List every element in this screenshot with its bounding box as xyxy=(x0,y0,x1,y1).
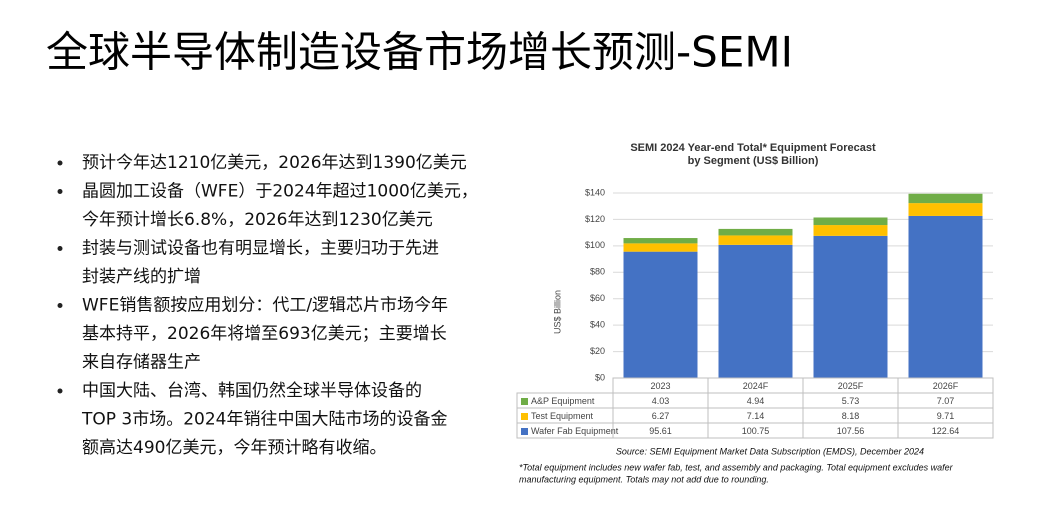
bullet-text: 封装与测试设备也有明显增长，主要归功于先进 xyxy=(82,239,439,259)
bullet-text: 晶圆加工设备（WFE）于2024年超过1000亿美元， xyxy=(82,182,478,202)
bar-segment xyxy=(718,244,793,378)
y-tick-label: $0 xyxy=(595,372,605,382)
y-tick-label: $100 xyxy=(585,240,605,250)
bar-segment xyxy=(718,228,793,236)
table-value: 122.64 xyxy=(932,426,960,436)
x-tick-label: 2026F xyxy=(933,381,959,391)
bar-segment xyxy=(813,225,888,236)
chart-subtitle: by Segment (US$ Billion) xyxy=(688,155,819,167)
chart-footnote: manufacturing equipment. Totals may not … xyxy=(519,474,769,484)
table-value: 4.03 xyxy=(652,396,670,406)
bullet-dot xyxy=(57,246,63,251)
bullet-text: 基本持平，2026年将增至693亿美元；主要增长 xyxy=(82,324,447,344)
bar-segment xyxy=(623,238,698,244)
bullet-text: WFE销售额按应用划分：代工/逻辑芯片市场今年 xyxy=(82,296,448,316)
y-axis-label: US$ Billion xyxy=(552,290,562,334)
table-value: 95.61 xyxy=(649,426,672,436)
table-value: 6.27 xyxy=(652,411,670,421)
legend-swatch xyxy=(521,398,528,405)
bullet-dot xyxy=(57,388,63,394)
legend-label: Test Equipment xyxy=(531,411,594,421)
bullet-text: 来自存储器生产 xyxy=(82,353,201,373)
table-value: 8.18 xyxy=(842,411,860,421)
bullet-text: 中国大陆、台湾、韩国仍然全球半导体设备的 xyxy=(82,381,422,401)
x-tick-label: 2025F xyxy=(838,381,864,391)
chart-title: SEMI 2024 Year-end Total* Equipment Fore… xyxy=(630,142,876,154)
x-tick-label: 2023 xyxy=(650,381,670,391)
bar-segment xyxy=(908,193,983,204)
table-value: 100.75 xyxy=(742,426,770,436)
legend-swatch xyxy=(521,413,528,420)
bullet-text: TOP 3市场。2024年销往中国大陆市场的设备金 xyxy=(81,410,448,430)
slide-title: 全球半导体制造设备市场增长预测-SEMI xyxy=(46,28,793,77)
bullet-dot xyxy=(57,303,63,308)
chart-source: Source: SEMI Equipment Market Data Subsc… xyxy=(616,446,924,456)
table-value: 7.07 xyxy=(937,396,955,406)
y-tick-label: $80 xyxy=(590,267,605,277)
table-value: 7.14 xyxy=(747,411,765,421)
y-tick-label: $140 xyxy=(585,187,605,197)
table-value: 5.73 xyxy=(842,396,860,406)
bar-segment xyxy=(623,251,698,378)
bullet-text: 预计今年达1210亿美元，2026年达到1390亿美元 xyxy=(82,153,467,173)
bullet-text: 今年预计增长6.8%，2026年达到1230亿美元 xyxy=(82,210,433,230)
bullet-dot xyxy=(57,160,63,166)
bullet-dot xyxy=(57,189,63,194)
table-border xyxy=(516,392,994,439)
x-tick-label: 2024F xyxy=(743,381,769,391)
y-tick-label: $120 xyxy=(585,214,605,224)
y-tick-label: $60 xyxy=(590,293,605,303)
bar-segment xyxy=(718,235,793,245)
bar-segment xyxy=(908,203,983,216)
y-tick-label: $20 xyxy=(590,346,605,356)
chart-footnote: *Total equipment includes new wafer fab,… xyxy=(519,462,954,472)
bullet-text: 封装产线的扩增 xyxy=(82,267,201,287)
legend-swatch xyxy=(521,428,528,435)
bar-segment xyxy=(813,235,888,378)
table-value: 9.71 xyxy=(937,411,955,421)
legend-label: Wafer Fab Equipment xyxy=(531,426,619,436)
bullet-text: 额高达490亿美元，今年预计略有收缩。 xyxy=(82,438,386,458)
legend-label: A&P Equipment xyxy=(531,396,595,406)
bar-segment xyxy=(813,217,888,226)
bar-segment xyxy=(908,215,983,378)
y-tick-label: $40 xyxy=(590,320,605,330)
table-value: 107.56 xyxy=(837,426,865,436)
bar-segment xyxy=(623,243,698,252)
table-value: 4.94 xyxy=(747,396,765,406)
